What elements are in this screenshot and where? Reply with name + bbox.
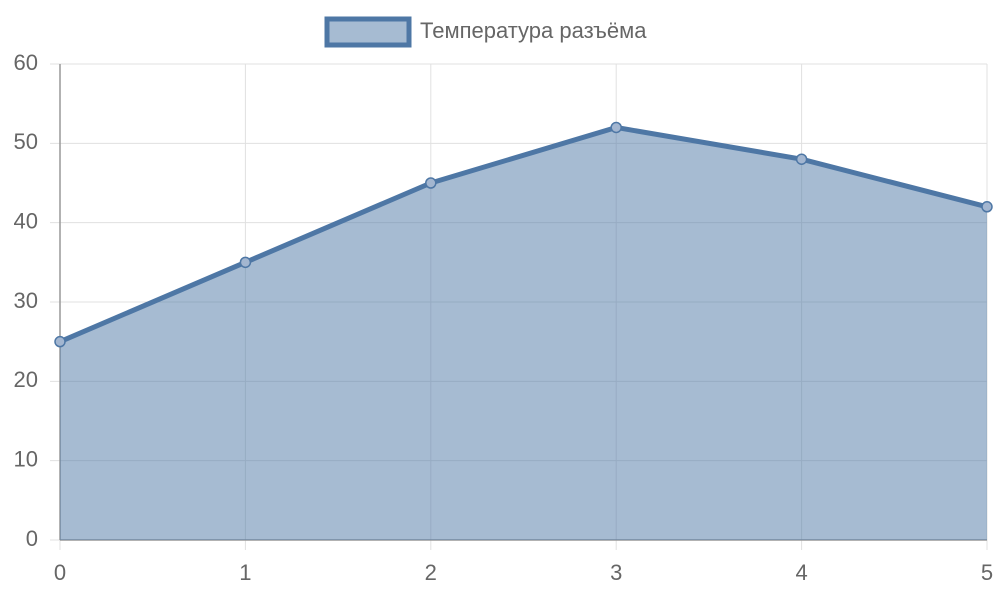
- y-tick-label: 20: [14, 367, 38, 392]
- x-tick-label: 1: [239, 560, 251, 585]
- y-tick-label: 30: [14, 288, 38, 313]
- x-tick-label: 4: [795, 560, 807, 585]
- x-tick-label: 2: [425, 560, 437, 585]
- y-tick-label: 0: [26, 526, 38, 551]
- area-fill: [60, 127, 987, 540]
- line: [59, 124, 988, 344]
- point: [610, 121, 622, 134]
- point: [239, 256, 252, 269]
- y-tick-label: 10: [14, 446, 38, 471]
- y-tick-label: 40: [14, 208, 38, 233]
- point: [981, 201, 993, 213]
- x-tick-label: 3: [610, 560, 622, 585]
- x-tick-label: 0: [54, 560, 66, 585]
- x-tick-label: 5: [981, 560, 993, 585]
- legend-label: Температура разъёма: [420, 18, 647, 43]
- y-tick-label: 50: [14, 129, 38, 154]
- point: [54, 335, 66, 348]
- y-tick-label: 60: [14, 50, 38, 75]
- point: [795, 153, 808, 165]
- point: [425, 177, 437, 189]
- legend-swatch: [324, 16, 412, 48]
